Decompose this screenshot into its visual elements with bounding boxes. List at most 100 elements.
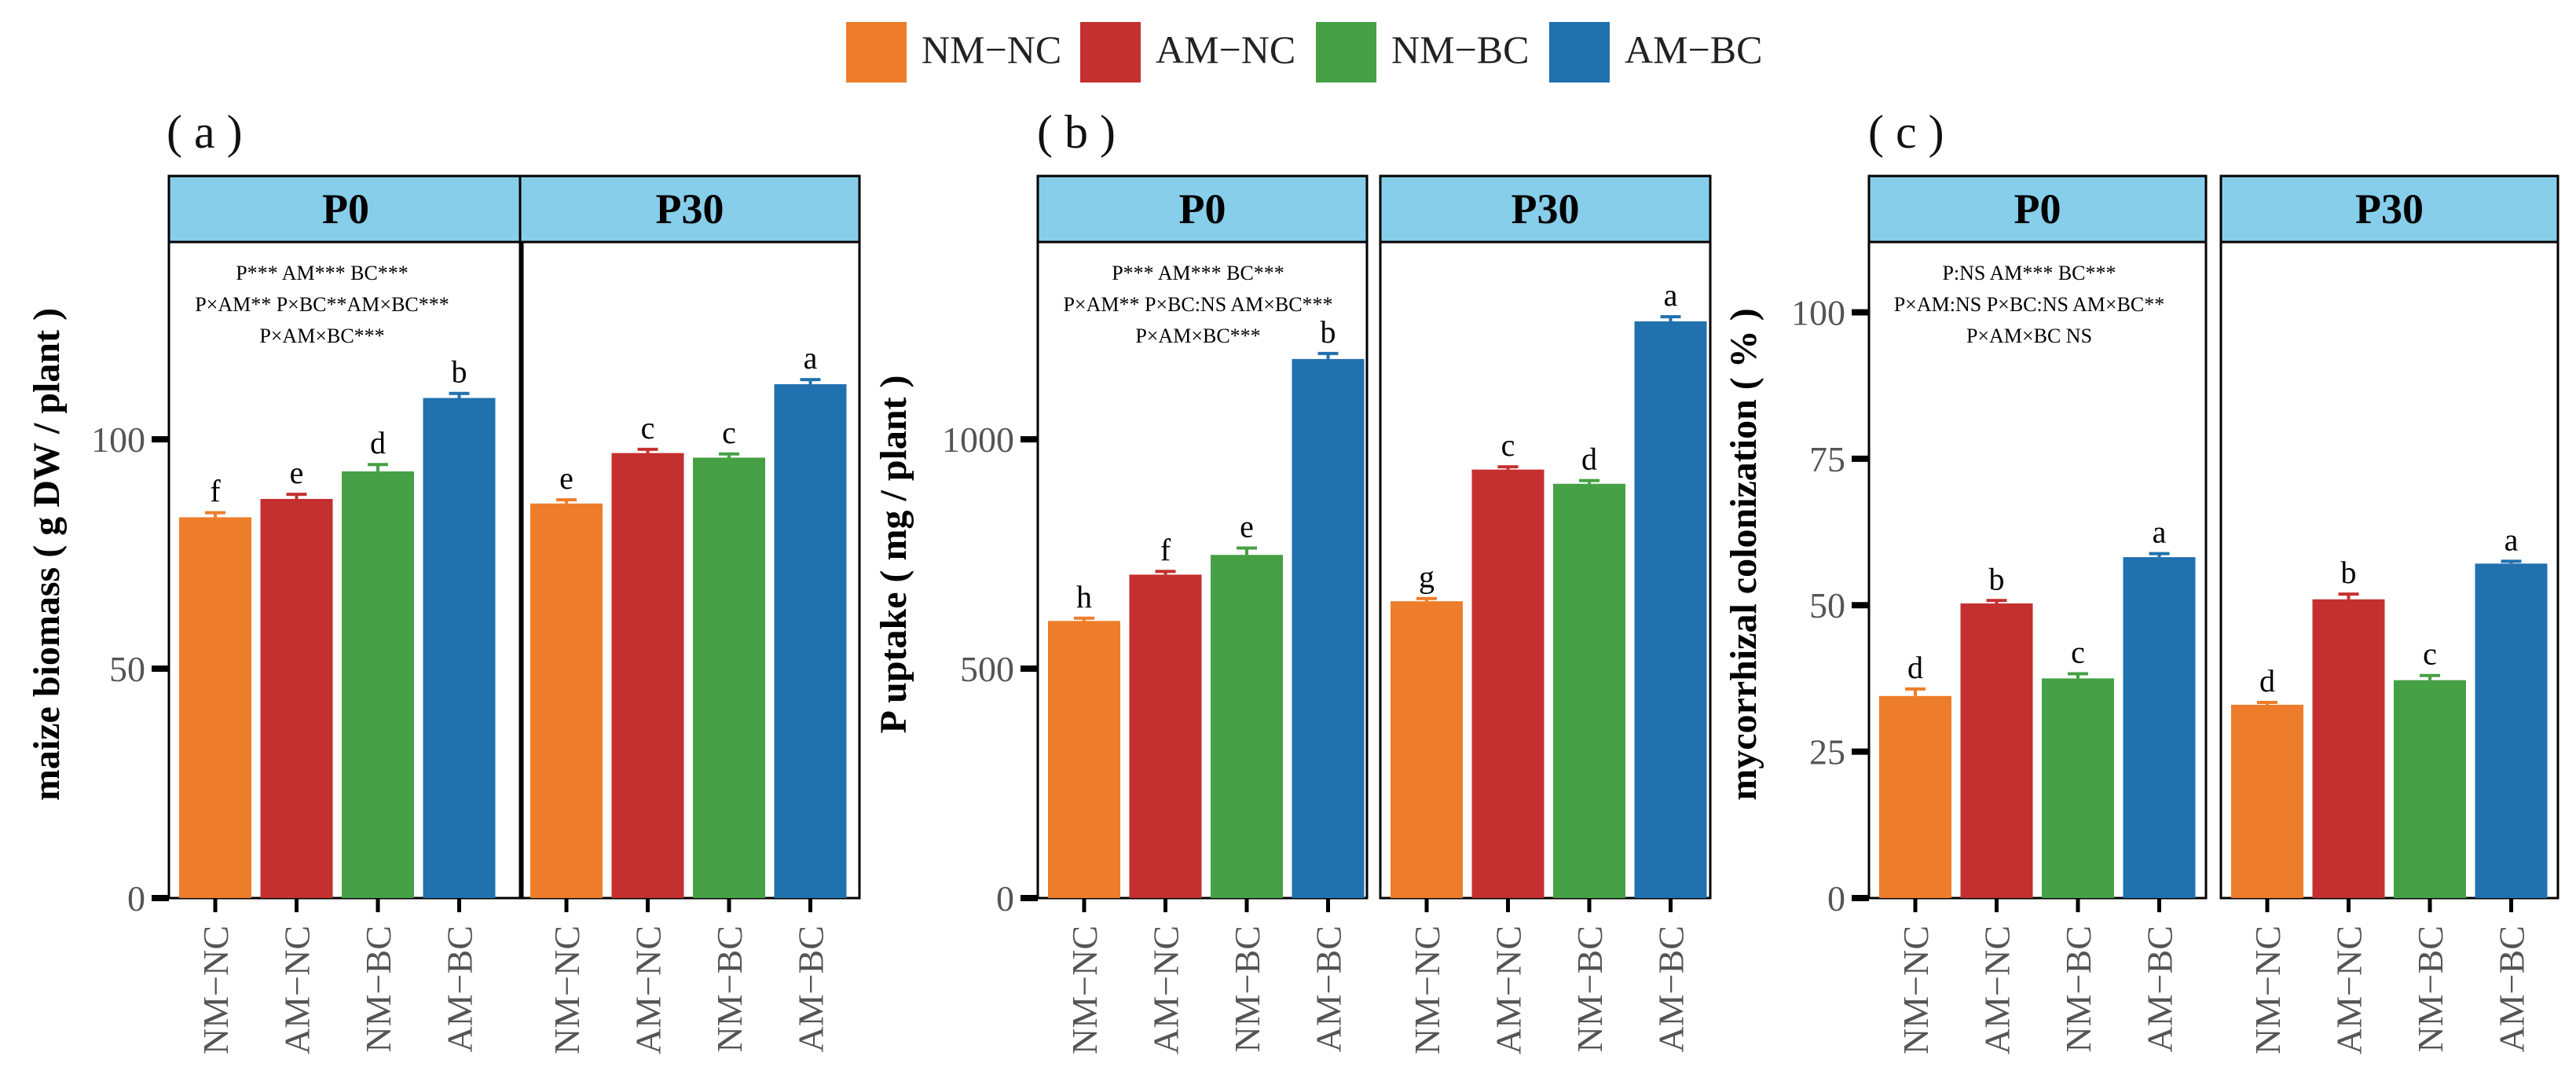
y-tick-label-0-0: 0 (127, 878, 145, 918)
sig-letter-2-1-0: d (2259, 663, 2275, 698)
x-tick-label-1-1-1: AM−NC (1489, 926, 1529, 1054)
bar-2-0-2 (2042, 678, 2114, 898)
y-axis-label-0: maize biomass ( g DW / plant ) (26, 308, 68, 801)
sig-letter-0-1-0: e (559, 460, 573, 496)
y-axis-label-2: mycorrhizal colonization ( % ) (1723, 308, 1764, 801)
stats-annotation-0-0: P*** AM*** BC*** (236, 262, 409, 284)
stats-annotation-0-2: P×AM×BC*** (259, 324, 384, 347)
facet-strip-2-0 (1867, 174, 2208, 244)
legend-key-3 (1549, 22, 1610, 82)
y-tick-label-2-3: 75 (1809, 439, 1845, 479)
bar-2-0-0 (1879, 695, 1951, 898)
stats-annotation-1-2: P×AM×BC*** (1135, 324, 1260, 347)
stats-annotation-1-1: P×AM** P×BC:NS AM×BC*** (1063, 293, 1332, 316)
facet-frame-2-1 (2219, 240, 2560, 900)
bar-2-0-1 (1960, 603, 2033, 898)
x-tick-label-1-0-3: AM−BC (1309, 926, 1349, 1052)
sig-letter-2-1-3: a (2505, 522, 2519, 557)
legend-key-1 (1080, 22, 1141, 82)
x-tick-label-1-0-2: NM−BC (1227, 926, 1267, 1052)
x-tick-label-0-0-0: NM−NC (196, 926, 236, 1054)
sig-letter-0-0-3: b (452, 354, 467, 390)
bar-0-1-0 (530, 503, 603, 898)
y-tick-label-1-2: 1000 (942, 420, 1014, 460)
bar-0-0-1 (260, 498, 333, 898)
x-tick-label-2-1-1: AM−NC (2329, 926, 2369, 1054)
bar-1-0-2 (1211, 555, 1283, 898)
y-tick-label-0-2: 100 (91, 420, 145, 460)
y-tick-label-2-2: 50 (1809, 585, 1845, 625)
x-tick-label-2-0-1: AM−NC (1977, 926, 2017, 1054)
sig-letter-0-1-1: c (641, 410, 655, 446)
bar-0-1-2 (693, 457, 765, 898)
x-tick-label-2-1-2: NM−BC (2410, 926, 2450, 1052)
stats-annotation-0-1: P×AM** P×BC**AM×BC*** (195, 293, 449, 316)
sig-letter-1-0-1: f (1160, 532, 1171, 567)
facet-strip-label-0-0: P0 (322, 185, 369, 233)
legend-key-0 (846, 22, 907, 82)
panel-label-0: ( a ) (167, 106, 243, 158)
y-tick-label-2-1: 25 (1809, 732, 1845, 772)
x-tick-label-0-0-3: AM−BC (440, 926, 480, 1052)
legend-key-2 (1316, 22, 1376, 82)
facet-strip-label-2-1: P30 (2355, 185, 2424, 233)
sig-letter-1-0-0: h (1076, 579, 1092, 614)
bar-1-1-1 (1471, 469, 1545, 898)
bar-2-1-2 (2394, 680, 2466, 898)
panel-label-1: ( b ) (1037, 106, 1116, 158)
facet-frame-1-1 (1379, 240, 1712, 900)
y-tick-label-2-0: 0 (1827, 878, 1845, 918)
x-tick-label-0-1-2: NM−BC (709, 926, 749, 1052)
sig-letter-1-0-3: b (1321, 314, 1336, 350)
x-tick-label-2-1-0: NM−NC (2248, 926, 2288, 1054)
x-tick-label-2-0-3: AM−BC (2140, 926, 2180, 1052)
sig-letter-2-0-2: c (2071, 634, 2085, 669)
y-tick-label-1-0: 0 (996, 878, 1014, 918)
facet-strip-label-1-0: P0 (1179, 185, 1226, 233)
sig-letter-0-1-2: c (722, 415, 736, 450)
bar-0-0-3 (423, 398, 496, 898)
bar-0-1-3 (774, 384, 847, 898)
stats-annotation-2-2: P×AM×BC NS (1966, 324, 2092, 347)
legend-label-0: NM−NC (922, 28, 1061, 72)
bar-2-1-3 (2475, 563, 2548, 898)
facet-strip-label-0-1: P30 (656, 185, 724, 233)
panel-label-2: ( c ) (1868, 106, 1944, 158)
y-tick-label-2-4: 100 (1791, 292, 1845, 332)
bar-0-0-2 (342, 471, 414, 898)
sig-letter-0-0-1: e (290, 455, 304, 490)
facet-frame-0-1 (518, 240, 861, 900)
bar-1-1-2 (1553, 483, 1625, 898)
x-tick-label-0-1-0: NM−NC (547, 926, 587, 1054)
facet-frame-2-0 (1867, 240, 2208, 900)
x-tick-label-2-0-0: NM−NC (1896, 926, 1936, 1054)
sig-letter-2-0-3: a (2153, 515, 2167, 550)
sig-letter-2-1-2: c (2423, 636, 2437, 672)
x-tick-label-1-1-2: NM−BC (1570, 926, 1610, 1052)
bar-1-0-0 (1048, 621, 1120, 898)
stats-annotation-1-0: P*** AM*** BC*** (1112, 262, 1284, 284)
bar-2-0-3 (2123, 557, 2196, 898)
bar-2-1-0 (2231, 704, 2303, 898)
x-tick-label-2-0-2: NM−BC (2058, 926, 2098, 1052)
facet-strip-2-1 (2219, 174, 2560, 244)
sig-letter-0-0-2: d (370, 425, 386, 460)
sig-letter-2-1-1: b (2341, 555, 2357, 590)
sig-letter-2-0-1: b (1989, 561, 2005, 596)
x-tick-label-0-0-1: AM−NC (277, 926, 317, 1054)
facet-strip-0-0 (167, 174, 524, 244)
bar-0-0-0 (179, 517, 251, 898)
facet-strip-1-0 (1036, 174, 1369, 244)
x-tick-label-2-1-3: AM−BC (2492, 926, 2532, 1052)
x-tick-label-1-1-3: AM−BC (1651, 926, 1691, 1052)
bar-1-1-0 (1391, 601, 1463, 898)
facet-strip-label-1-1: P30 (1512, 185, 1580, 233)
legend-label-3: AM−BC (1625, 28, 1762, 72)
x-tick-label-1-0-0: NM−NC (1064, 926, 1105, 1054)
sig-letter-1-1-1: c (1501, 427, 1515, 463)
bar-1-0-3 (1292, 358, 1365, 899)
sig-letter-0-0-0: f (210, 474, 221, 509)
y-axis-label-1: P uptake ( mg / plant ) (873, 375, 914, 733)
x-tick-label-0-0-2: NM−BC (358, 926, 398, 1052)
